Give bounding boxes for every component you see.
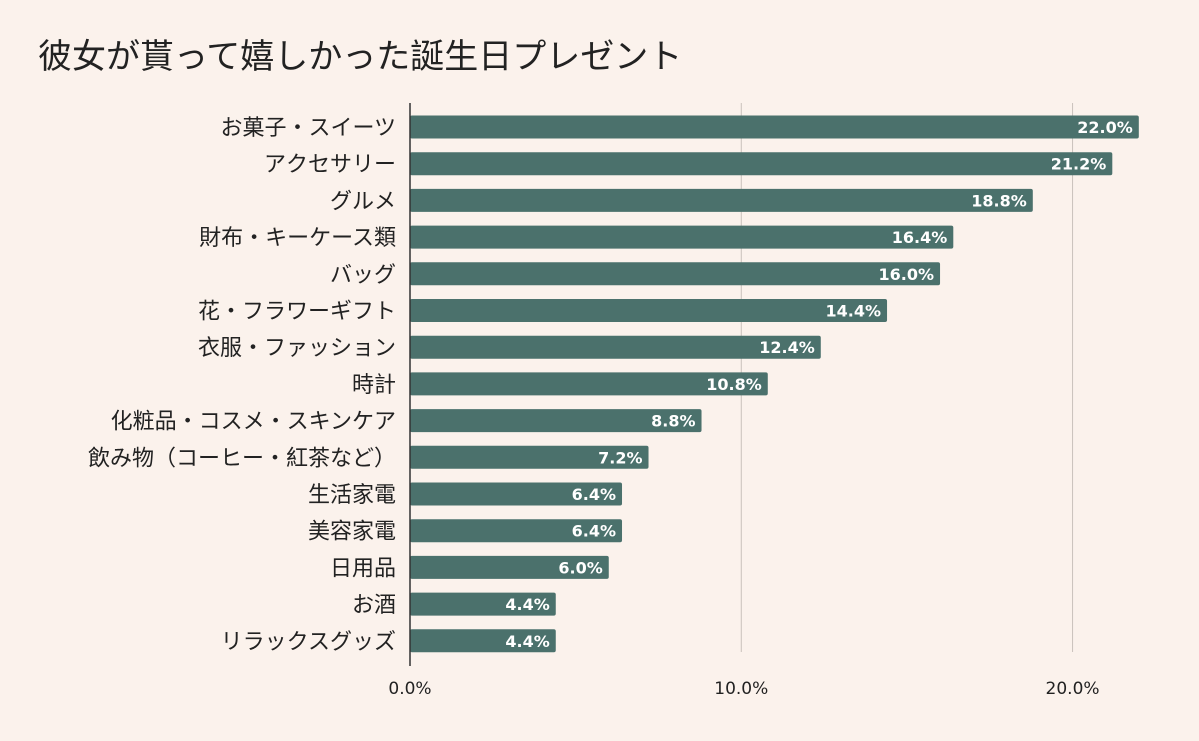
category-label: バッグ: [330, 263, 396, 288]
x-tick-label: 0.0%: [388, 679, 431, 699]
category-label: 財布・キーケース類: [199, 226, 396, 251]
data-label: 12.4%: [759, 338, 815, 357]
data-label: 4.4%: [505, 632, 549, 651]
bar: [410, 445, 649, 469]
bar: [410, 482, 623, 506]
category-label: お酒: [352, 593, 396, 618]
category-label: アクセサリー: [264, 153, 396, 178]
bar: [410, 555, 609, 579]
category-labels: お菓子・スイーツアクセサリーグルメ財布・キーケース類バッグ花・フラワーギフト衣服…: [88, 116, 396, 655]
bar: [410, 188, 1033, 212]
bar: [410, 152, 1113, 176]
category-label: 生活家電: [308, 483, 396, 508]
bars: 22.0% 21.2% 18.8% 16.4% 16.0% 14.4% 12.4% 10.8%…: [410, 115, 1139, 653]
data-label: 6.0%: [558, 558, 602, 577]
bar: [410, 409, 702, 433]
category-label: 美容家電: [308, 520, 396, 545]
data-label: 7.2%: [598, 448, 642, 467]
category-label: 日用品: [330, 556, 396, 581]
bar: [410, 592, 556, 616]
x-tick-label: 10.0%: [714, 679, 768, 699]
data-label: 4.4%: [505, 595, 549, 614]
data-label: 6.4%: [572, 522, 616, 541]
data-label: 6.4%: [572, 485, 616, 504]
category-label: 化粧品・コスメ・スキンケア: [111, 410, 396, 435]
category-label: 衣服・ファッション: [198, 336, 396, 361]
bar: [410, 335, 821, 359]
data-label: 16.0%: [879, 265, 935, 284]
x-axis-ticks: 0.0% 10.0% 20.0%: [388, 679, 1099, 699]
data-label: 22.0%: [1077, 118, 1133, 137]
data-label: 14.4%: [826, 302, 882, 321]
category-label: 飲み物（コーヒー・紅茶など）: [88, 446, 396, 471]
x-tick-label: 20.0%: [1046, 679, 1100, 699]
bar: [410, 519, 623, 543]
data-label: 16.4%: [892, 228, 948, 247]
data-label: 18.8%: [971, 191, 1027, 210]
category-label: リラックスグッズ: [221, 630, 396, 655]
data-label: 21.2%: [1051, 155, 1107, 174]
gridlines: [740, 103, 1074, 652]
bar: [410, 299, 888, 322]
category-label: グルメ: [330, 189, 396, 214]
category-label: 花・フラワーギフト: [198, 300, 396, 325]
bar: [410, 372, 768, 396]
chart-title: 彼女が貰って嬉しかった誕生日プレゼント: [38, 37, 682, 77]
data-label: 10.8%: [706, 375, 762, 394]
data-label: 8.8%: [651, 412, 695, 431]
category-label: お菓子・スイーツ: [220, 116, 396, 141]
category-label: 時計: [352, 373, 396, 398]
bar: [410, 262, 941, 286]
bar: [410, 115, 1139, 139]
bar: [410, 225, 954, 249]
bar: [410, 629, 556, 653]
